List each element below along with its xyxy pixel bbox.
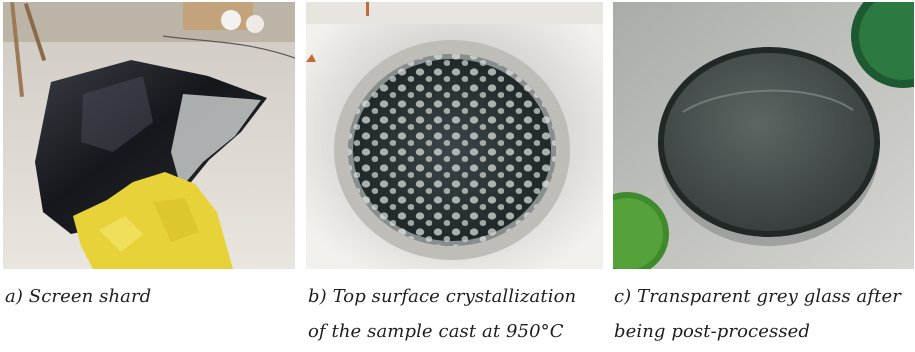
caption-figure-b: b) Top surface crystallization of the sa… <box>308 279 603 349</box>
caption-line: of the sample cast at 950°C <box>308 321 564 342</box>
photo-top-surface-crystallization <box>306 2 603 269</box>
photo-screen-shard <box>3 2 295 269</box>
caption-line: being post-processed <box>614 321 811 342</box>
caption-line: b) Top surface crystallization <box>308 286 577 307</box>
caption-figure-c: c) Transparent grey glass after being po… <box>614 279 914 349</box>
caption-figure-a: a) Screen shard <box>5 279 295 314</box>
caption-line: a) Screen shard <box>5 286 152 307</box>
caption-line: c) Transparent grey glass after <box>614 286 901 307</box>
photo-transparent-grey-glass <box>613 2 914 269</box>
